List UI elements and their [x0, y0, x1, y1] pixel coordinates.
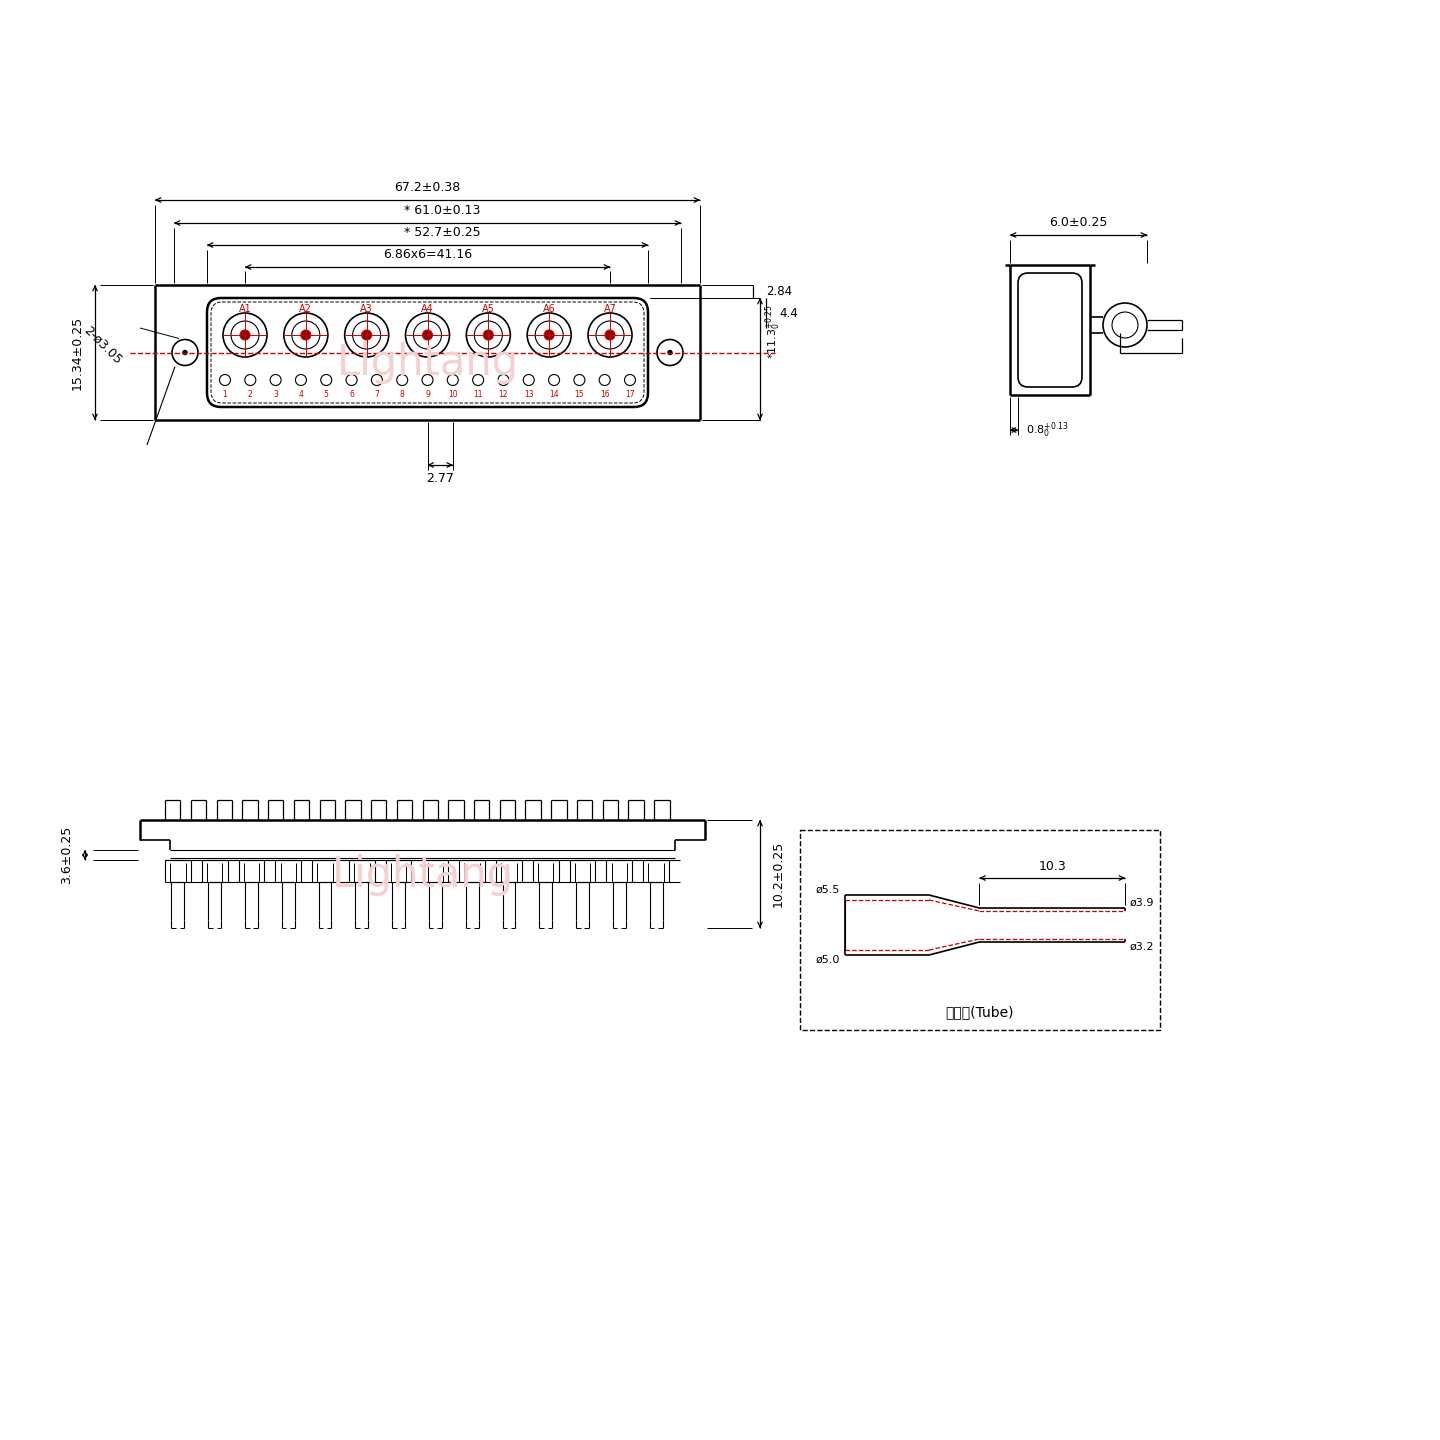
Text: A5: A5: [482, 304, 495, 314]
Text: 15.34±0.25: 15.34±0.25: [71, 315, 84, 390]
Text: A2: A2: [300, 304, 312, 314]
Text: 6: 6: [348, 389, 354, 399]
Text: *11.3$^{+0.25}_{0}$: *11.3$^{+0.25}_{0}$: [763, 304, 783, 359]
Text: * 52.7±0.25: * 52.7±0.25: [405, 226, 481, 239]
Text: 6.86x6=41.16: 6.86x6=41.16: [383, 248, 472, 261]
Text: A7: A7: [603, 304, 616, 314]
Text: 4: 4: [298, 389, 304, 399]
Text: * 61.0±0.13: * 61.0±0.13: [405, 203, 481, 216]
Text: 10.3: 10.3: [1038, 860, 1066, 873]
Text: 14: 14: [549, 389, 559, 399]
Text: 5: 5: [324, 389, 328, 399]
Text: 2: 2: [248, 389, 252, 399]
Text: Lightang: Lightang: [331, 854, 514, 896]
Text: 4.4: 4.4: [779, 307, 798, 320]
Text: 屏蔽管(Tube): 屏蔽管(Tube): [946, 1005, 1014, 1020]
Text: A1: A1: [239, 304, 252, 314]
Circle shape: [361, 330, 372, 340]
Text: 16: 16: [600, 389, 609, 399]
Text: ø5.0: ø5.0: [815, 955, 840, 965]
Text: 10: 10: [448, 389, 458, 399]
Text: 3.6±0.25: 3.6±0.25: [60, 827, 73, 884]
Circle shape: [422, 330, 432, 340]
Circle shape: [301, 330, 311, 340]
Circle shape: [605, 330, 615, 340]
Text: 67.2±0.38: 67.2±0.38: [395, 180, 461, 193]
Text: A4: A4: [420, 304, 433, 314]
Text: 6.0±0.25: 6.0±0.25: [1050, 216, 1107, 229]
Text: 10.2±0.25: 10.2±0.25: [772, 841, 785, 907]
Text: ø3.9: ø3.9: [1130, 899, 1155, 909]
Text: 2-ø3.05: 2-ø3.05: [82, 324, 124, 367]
Text: 1: 1: [223, 389, 228, 399]
Text: 17: 17: [625, 389, 635, 399]
Text: 13: 13: [524, 389, 534, 399]
Text: 15: 15: [575, 389, 585, 399]
Text: 2.84: 2.84: [766, 285, 792, 298]
Text: ø5.5: ø5.5: [815, 886, 840, 896]
Circle shape: [240, 330, 251, 340]
Text: 0.8$^{+0.13}_{0}$: 0.8$^{+0.13}_{0}$: [1025, 420, 1068, 439]
Text: Lightang: Lightang: [337, 341, 518, 383]
Text: 9: 9: [425, 389, 431, 399]
Text: 11: 11: [474, 389, 482, 399]
Text: A6: A6: [543, 304, 556, 314]
Text: 3: 3: [274, 389, 278, 399]
Circle shape: [183, 350, 187, 354]
Text: 8: 8: [400, 389, 405, 399]
Text: A3: A3: [360, 304, 373, 314]
Text: ø3.2: ø3.2: [1130, 942, 1155, 952]
Circle shape: [668, 350, 672, 354]
Circle shape: [484, 330, 494, 340]
Text: 2.77: 2.77: [426, 471, 454, 484]
Bar: [801, 829, 1161, 1030]
Text: 7: 7: [374, 389, 379, 399]
Text: 12: 12: [498, 389, 508, 399]
Circle shape: [544, 330, 554, 340]
